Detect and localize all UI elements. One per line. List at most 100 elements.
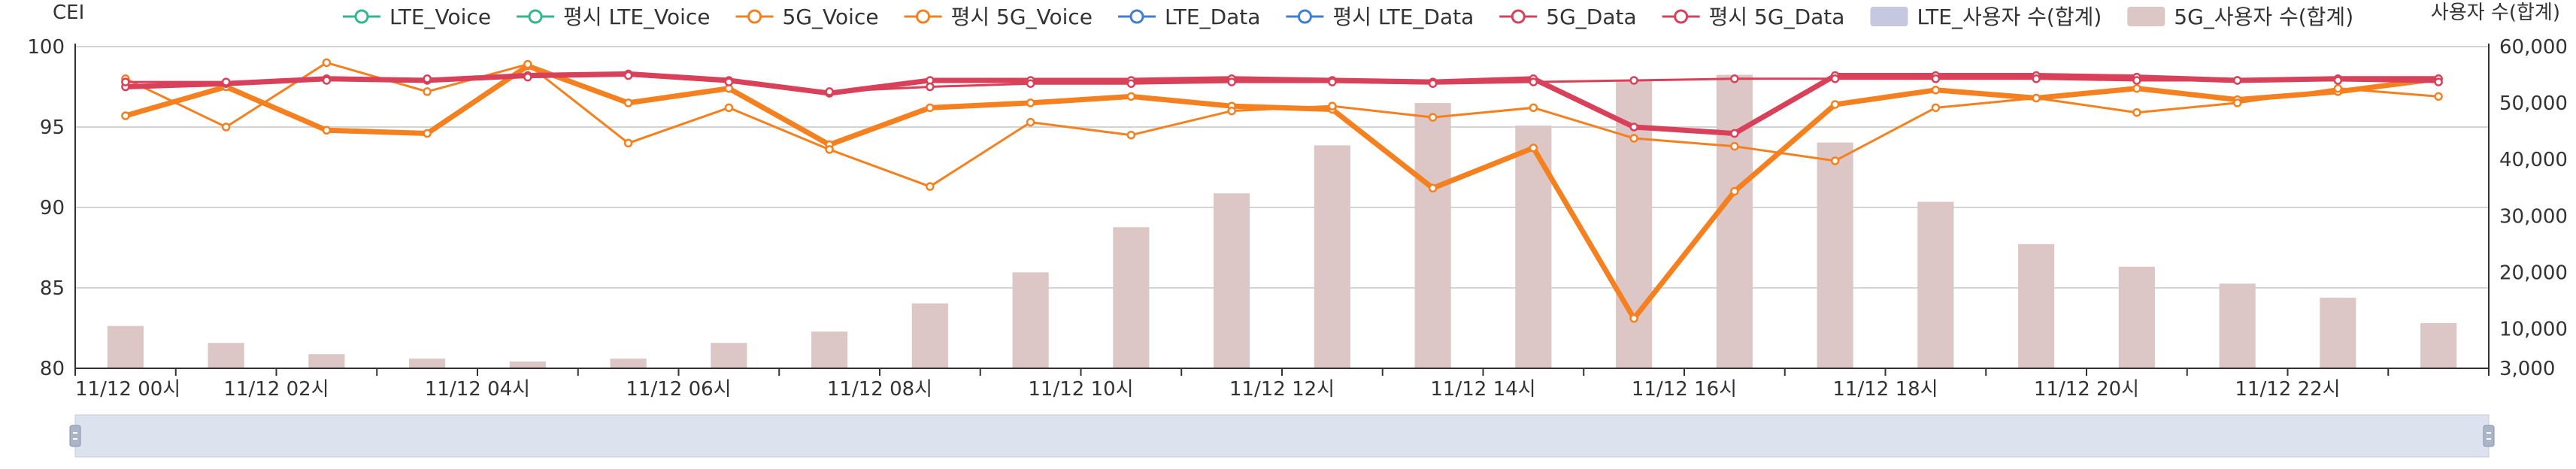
y-right-tick-label: 50,000 — [2499, 92, 2568, 115]
point-5g_voice — [926, 103, 935, 113]
bar-5g-users — [811, 331, 848, 368]
legend-item[interactable]: 평시 LTE_Voice — [517, 5, 711, 29]
point-5g_voice — [1529, 144, 1538, 153]
point-5g_voice — [1126, 92, 1136, 101]
bar-5g-users — [1012, 272, 1049, 368]
legend-label: 평시 5G_Data — [1709, 5, 1845, 29]
line-series — [121, 58, 2443, 323]
point-평시-5g_voice — [1730, 141, 1739, 151]
bar-5g-users — [2420, 322, 2457, 368]
zoom-track[interactable] — [74, 414, 2490, 458]
point-5g_data — [1629, 123, 1638, 132]
point-평시-5g_data — [1227, 77, 1236, 86]
point-평시-5g_voice — [221, 123, 231, 132]
legend-label: 평시 LTE_Data — [1332, 5, 1474, 29]
point-5g_voice — [1026, 98, 1035, 107]
y-right-tick-label: 3,000 — [2499, 358, 2555, 380]
point-평시-5g_data — [2132, 76, 2141, 85]
zoom-handle[interactable] — [69, 425, 81, 447]
point-평시-5g_voice — [2032, 93, 2041, 103]
point-평시-5g_voice — [2434, 92, 2443, 101]
x-tick-label: 11/12 00시 — [75, 378, 180, 401]
legend-item[interactable]: 5G_사용자 수(합계) — [2127, 5, 2353, 29]
point-평시-5g_data — [1126, 79, 1136, 88]
point-평시-5g_data — [2232, 76, 2242, 85]
point-평시-5g_data — [2032, 74, 2041, 83]
point-평시-5g_voice — [623, 138, 633, 148]
zoom-handle[interactable] — [2483, 425, 2495, 447]
legend-circle-symbol — [747, 9, 762, 24]
data-zoom-slider[interactable] — [69, 414, 2495, 458]
bar-5g-users — [711, 343, 747, 368]
point-5g_voice — [1428, 183, 1438, 193]
legend-item[interactable]: 5G_Voice — [735, 5, 879, 29]
legend-bar-symbol — [1870, 7, 1908, 26]
point-평시-5g_data — [423, 74, 432, 83]
bar-5g-users — [2219, 283, 2256, 368]
bar-5g-users — [2320, 298, 2356, 368]
bar-5g-users — [1917, 201, 1954, 368]
x-tick-label: 11/12 10시 — [1028, 378, 1133, 401]
point-평시-5g_data — [1730, 74, 1739, 83]
point-평시-5g_data — [322, 76, 332, 85]
point-평시-5g_voice — [1830, 156, 1840, 165]
legend-item[interactable]: 평시 5G_Voice — [904, 5, 1093, 29]
point-평시-5g_voice — [322, 58, 332, 68]
y-right-axis-title: 사용자 수(합계) — [2431, 2, 2560, 24]
bar-5g-users — [610, 359, 647, 368]
point-평시-5g_data — [825, 87, 834, 96]
legend-item[interactable]: LTE_Data — [1118, 5, 1260, 29]
x-tick-label: 11/12 16시 — [1632, 378, 1737, 401]
x-tick-label: 11/12 02시 — [223, 378, 329, 401]
legend-item[interactable]: LTE_Voice — [343, 5, 491, 29]
point-평시-5g_data — [121, 77, 130, 86]
point-평시-5g_data — [1328, 77, 1337, 86]
y-left-tick-label: 90 — [40, 197, 65, 219]
legend-item[interactable]: 평시 5G_Data — [1662, 5, 1845, 29]
point-평시-5g_voice — [1931, 103, 1941, 113]
legend-label: 5G_Voice — [783, 5, 879, 29]
point-5g_voice — [121, 111, 130, 120]
legend-label: 평시 5G_Voice — [951, 5, 1093, 29]
x-tick-label: 11/12 18시 — [1832, 378, 1938, 401]
bar-5g-users — [1515, 126, 1552, 368]
legend-circle-symbol — [1297, 9, 1312, 24]
bar-5g-users — [1817, 142, 1853, 369]
legend-label: LTE_Voice — [389, 5, 491, 29]
x-tick-label: 11/12 20시 — [2034, 378, 2139, 401]
legend-item[interactable]: LTE_사용자 수(합계) — [1870, 5, 2102, 29]
axes: 80 85 90 95 100 3,000 10,000 20,000 30,000 40,000… — [27, 36, 2568, 401]
point-평시-5g_data — [926, 82, 935, 92]
legend-label: 평시 LTE_Voice — [563, 5, 710, 29]
point-5g_voice — [423, 129, 432, 138]
legend-circle-symbol — [354, 9, 369, 24]
x-tick-label: 11/12 08시 — [827, 378, 932, 401]
bar-5g-users — [308, 354, 345, 368]
bar-5g-users — [208, 343, 244, 368]
point-5g_voice — [1730, 186, 1739, 196]
point-평시-5g_voice — [2232, 98, 2242, 107]
point-평시-5g_voice — [1227, 106, 1236, 116]
point-평시-5g_data — [623, 71, 633, 80]
legend-item[interactable]: 5G_Data — [1499, 5, 1637, 29]
point-평시-5g_voice — [1428, 113, 1438, 122]
y-left-tick-label: 85 — [40, 277, 65, 300]
line-5g_voice — [124, 63, 2439, 322]
bar-5g-users — [107, 325, 144, 368]
bar-5g-users — [409, 359, 446, 368]
legend-label: LTE_Data — [1165, 5, 1260, 29]
y-left-tick-label: 95 — [40, 116, 65, 139]
point-5g_voice — [2132, 83, 2141, 93]
legend-item[interactable]: 평시 LTE_Data — [1286, 5, 1474, 29]
x-tick-label: 11/12 12시 — [1229, 378, 1335, 401]
point-평시-5g_voice — [724, 103, 734, 113]
legend-circle-symbol — [916, 9, 931, 24]
point-평시-5g_data — [724, 77, 734, 86]
point-평시-5g_data — [1529, 77, 1538, 86]
bar-5g-users — [1113, 227, 1150, 368]
bar-5g-users — [1214, 193, 1250, 368]
point-5g_data — [1730, 129, 1739, 138]
point-5g_voice — [322, 126, 332, 135]
